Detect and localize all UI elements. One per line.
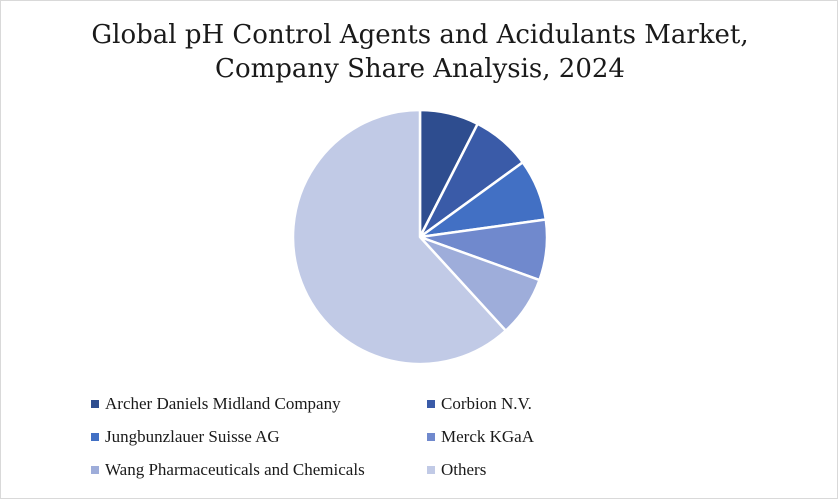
legend-item-others: Others [427,460,486,480]
legend-label: Merck KGaA [441,427,534,446]
legend-label: Jungbunzlauer Suisse AG [105,427,280,446]
legend-label: Others [441,460,487,479]
legend-swatch [427,433,435,441]
legend-swatch [427,400,435,408]
legend-label: Corbion N.V. [441,394,532,413]
legend-swatch [91,400,99,408]
legend-swatch [91,433,99,441]
legend-swatch [427,466,435,474]
legend-item-wang: Wang Pharmaceuticals and Chemicals [91,460,365,480]
legend-label: Wang Pharmaceuticals and Chemicals [105,460,365,479]
pie-slice-others [291,108,508,366]
chart-title-line-2: Company Share Analysis, 2024 [215,54,625,84]
legend-item-merck: Merck KGaA [427,427,534,447]
chart-title: Global pH Control Agents and Acidulants … [1,18,838,86]
chart-title-line-1: Global pH Control Agents and Acidulants … [91,20,749,50]
legend-item-corbion: Corbion N.V. [427,394,532,414]
legend-label: Archer Daniels Midland Company [105,394,341,413]
legend-item-archer-daniels: Archer Daniels Midland Company [91,394,341,414]
legend-item-jungbunzlauer: Jungbunzlauer Suisse AG [91,427,280,447]
legend-swatch [91,466,99,474]
